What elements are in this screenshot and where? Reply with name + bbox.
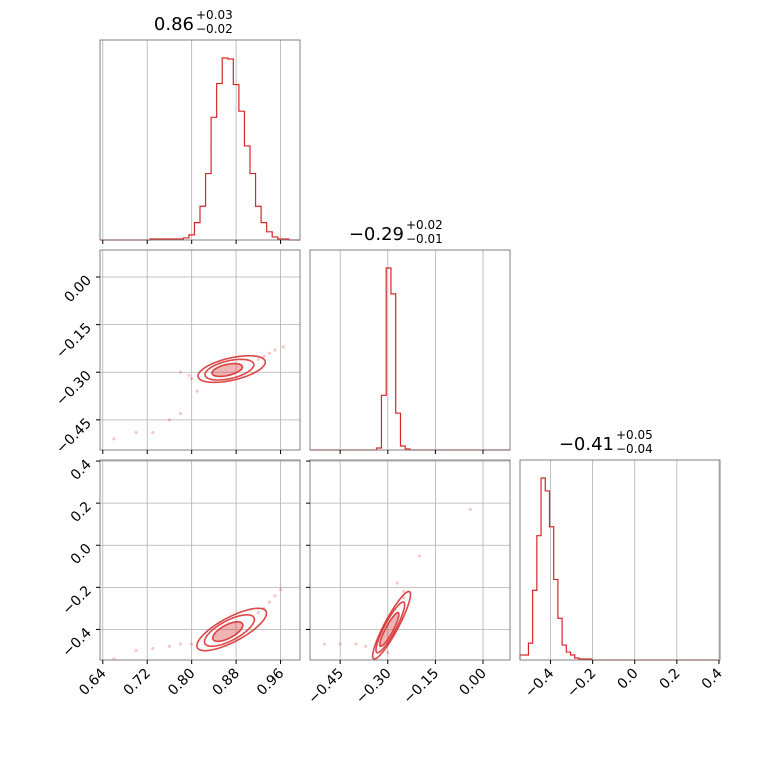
scatter-panel-0-2: 0.64 0.72 0.80 0.88 0.96 −0.4 −0.2 0.0 0.2 0.4: [59, 457, 301, 699]
title-lower-error: −0.04: [616, 442, 653, 456]
sample-point: [178, 642, 183, 646]
sample-point: [187, 373, 191, 377]
title-upper-error: +0.03: [196, 8, 233, 22]
contour-level: [196, 607, 268, 652]
contour-level: [211, 362, 244, 378]
sample-point: [112, 437, 116, 441]
title-median: −0.29: [349, 224, 404, 245]
density-core: [212, 363, 243, 377]
sample-point: [178, 411, 183, 416]
x-tick-label: −0.4: [522, 665, 557, 700]
title-lower-error: −0.01: [406, 232, 443, 246]
sample-point: [267, 351, 272, 355]
sample-point: [386, 651, 390, 655]
contour-level: [375, 601, 406, 654]
sample-point: [354, 642, 358, 646]
sample-point: [151, 646, 155, 651]
y-tick-label: 0.0: [68, 541, 95, 568]
x-tick-label: −0.15: [401, 666, 443, 708]
panel-frame: [99, 249, 301, 451]
param-title-2: −0.41 +0.05−0.04: [559, 428, 653, 456]
sample-point: [402, 596, 406, 600]
y-tick-label: 0.00: [61, 272, 94, 305]
sample-point: [178, 370, 183, 374]
panel-frame: [519, 459, 721, 661]
title-median: 0.86: [154, 14, 194, 35]
contour-level: [371, 590, 412, 660]
sample-point: [273, 348, 277, 352]
hist-panel-2: −0.4 −0.2 0.0 0.2 0.4: [519, 459, 726, 701]
sample-point: [402, 589, 406, 594]
sample-point: [281, 345, 285, 349]
x-tick-label: 0.64: [76, 665, 109, 698]
x-tick-label: 0.88: [210, 666, 243, 699]
contour-level: [211, 620, 244, 643]
title-lower-error: −0.02: [196, 22, 233, 36]
y-tick-label: −0.15: [53, 320, 95, 362]
y-tick-label: −0.45: [53, 415, 95, 457]
hist-panel-0: [99, 39, 301, 244]
title-median: −0.41: [559, 434, 614, 455]
sample-point: [134, 648, 138, 653]
sample-point: [417, 554, 422, 558]
sample-point: [468, 507, 472, 512]
x-tick-label: 0.96: [254, 665, 287, 698]
y-tick-label: −0.4: [59, 625, 94, 660]
histogram-step-0: [100, 57, 300, 241]
y-tick-label: 0.4: [68, 457, 95, 484]
x-tick-label: −0.45: [305, 666, 347, 708]
y-tick-label: −0.30: [53, 368, 95, 410]
panel-frame: [99, 459, 301, 661]
scatter-panel-1-2: −0.45 −0.30 −0.15 0.00: [305, 459, 511, 708]
density-core: [379, 612, 399, 647]
y-tick-label: 0.2: [68, 499, 95, 526]
title-upper-error: +0.02: [406, 218, 443, 232]
sample-point: [190, 642, 194, 646]
sample-point: [112, 657, 116, 660]
histogram-step-2: [519, 477, 718, 661]
hist-panel-1: [309, 249, 511, 454]
sample-point: [190, 376, 194, 381]
sample-point: [338, 642, 342, 646]
sample-point: [395, 581, 399, 585]
sample-point: [262, 354, 266, 358]
panel-frame: [309, 459, 511, 661]
sample-point: [167, 418, 172, 422]
sample-point: [267, 600, 272, 604]
panel-content: [112, 587, 283, 660]
sample-point: [256, 611, 260, 615]
contour-level: [204, 358, 255, 381]
sample-point: [273, 594, 277, 598]
title-upper-error: +0.05: [616, 428, 653, 442]
y-tick-label: −0.2: [59, 583, 94, 618]
sample-point: [151, 430, 155, 435]
x-tick-label: 0.0: [615, 666, 642, 693]
panel-content: [322, 507, 472, 660]
contour-level: [379, 611, 400, 648]
x-tick-label: 0.00: [456, 666, 489, 699]
panel-content: [112, 345, 285, 441]
contour-level: [197, 354, 267, 384]
sample-point: [363, 644, 368, 648]
x-tick-label: 0.4: [699, 665, 726, 692]
x-tick-label: −0.30: [353, 666, 395, 708]
param-title-1: −0.29 +0.02−0.01: [349, 218, 443, 246]
x-tick-label: 0.80: [165, 666, 198, 699]
x-tick-label: 0.72: [121, 666, 154, 699]
sample-point: [195, 389, 199, 393]
sample-point: [278, 587, 283, 592]
param-title-0: 0.86 +0.03−0.02: [154, 8, 233, 36]
sample-point: [134, 430, 138, 435]
sample-point: [167, 644, 172, 648]
sample-point: [322, 642, 326, 646]
x-tick-label: −0.2: [564, 666, 599, 701]
x-tick-label: 0.2: [657, 666, 684, 693]
scatter-panel-0-1: −0.45 −0.30 −0.15 0.00: [53, 249, 301, 457]
sample-point: [256, 357, 260, 362]
density-core: [212, 621, 243, 642]
contour-level: [203, 613, 256, 648]
panel-frame: [99, 39, 301, 241]
panel-frame: [309, 249, 511, 451]
